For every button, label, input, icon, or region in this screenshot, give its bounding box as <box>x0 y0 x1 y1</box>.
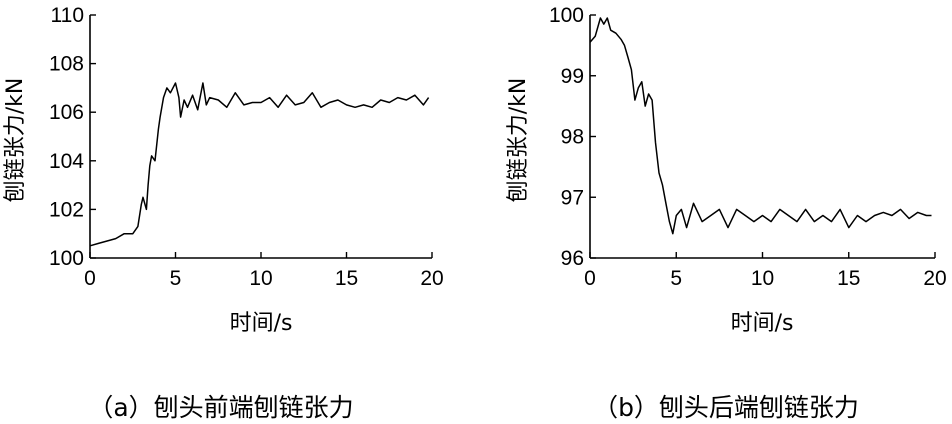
y-axis-title-b: 刨链张力/kN <box>506 78 531 203</box>
y-axis-title-a: 刨链张力/kN <box>3 78 28 203</box>
x-tick-label-b: 20 <box>923 267 946 290</box>
x-tick-label-a: 20 <box>420 267 443 290</box>
y-tick-label-a: 104 <box>49 150 84 173</box>
panel-a-chart: 100 102 104 106 108 110 0 5 10 15 20 时间/s 刨链张力/kN （a）… <box>3 4 444 422</box>
series-line-a-0 <box>89 82 430 247</box>
y-tick-label-a: 102 <box>49 198 84 221</box>
y-tick-label-b: 100 <box>549 4 584 27</box>
y-tick-label-b: 97 <box>561 186 584 209</box>
y-tick-label-b: 99 <box>561 65 584 88</box>
x-axis-title-a: 时间/s <box>230 311 293 336</box>
x-tick-label-b: 15 <box>837 267 860 290</box>
x-axis-title-b: 时间/s <box>731 311 794 336</box>
x-tick-label-a: 5 <box>170 267 182 290</box>
series-line-b-0 <box>589 17 932 235</box>
x-tick-label-b: 10 <box>751 267 774 290</box>
x-tick-label-a: 0 <box>84 267 96 290</box>
y-tick-label-a: 108 <box>49 53 84 76</box>
panel-b-chart: 96 97 98 99 100 0 5 10 15 20 时间/s 刨链张力/kN （b）刨头后端刨链张… <box>506 4 947 422</box>
x-tick-label-b: 5 <box>670 267 682 290</box>
y-tick-label-b: 98 <box>561 126 584 149</box>
x-tick-label-a: 10 <box>249 267 272 290</box>
panel-caption-a: （a）刨头前端刨链张力 <box>88 393 353 422</box>
y-tick-label-b: 96 <box>561 247 584 270</box>
y-tick-label-a: 110 <box>51 4 84 27</box>
x-tick-label-a: 15 <box>335 267 358 290</box>
x-tick-label-b: 0 <box>584 267 596 290</box>
y-tick-label-a: 100 <box>49 247 84 270</box>
y-tick-label-a: 106 <box>49 101 84 124</box>
panel-caption-b: （b）刨头后端刨链张力 <box>593 393 859 422</box>
